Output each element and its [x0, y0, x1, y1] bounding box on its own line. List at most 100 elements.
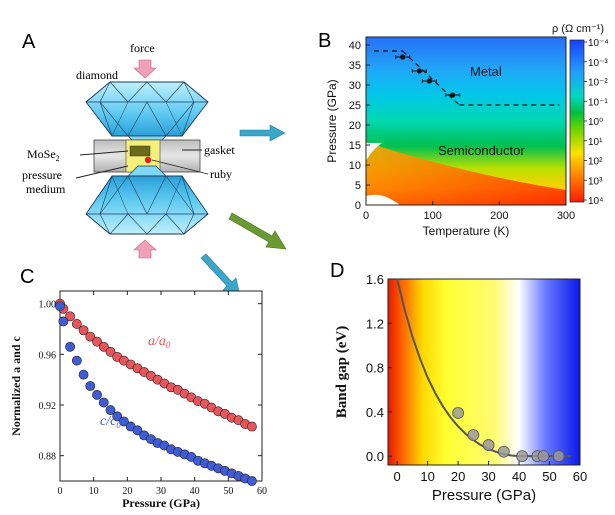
c-series-c [55, 301, 257, 486]
d-xtick-label: 0 [394, 469, 401, 484]
d-point [516, 450, 528, 463]
c-xtick-label: 20 [122, 486, 132, 497]
c-point [65, 341, 75, 352]
colorbar-tick-label: 10⁻² [588, 78, 608, 89]
d-point [482, 439, 495, 451]
b-ytick-label: 20 [349, 120, 361, 132]
c-point [58, 316, 69, 327]
c-point [105, 405, 116, 415]
b-ytick-label: 0 [355, 200, 361, 212]
d-points [452, 407, 565, 463]
b-point [400, 54, 406, 60]
mose2-sample [129, 145, 151, 157]
c-point [246, 421, 257, 432]
c-ytick-label: 1.00 [39, 300, 57, 311]
pressure-medium-label-line2: medium [26, 182, 66, 196]
c-point [85, 331, 96, 342]
heatmap-high-resistivity [366, 142, 566, 205]
d-axes: 0 10 20 30 40 50 60 0.0 0.4 0.8 1.2 1.6 Pressure (GP… [334, 272, 587, 504]
d-xtick-label: 60 [573, 469, 587, 484]
colorbar-tick-label: 10⁴ [588, 196, 603, 207]
colorbar-ticks: 10⁻⁴ 10⁻³ 10⁻² 10⁻¹ 10⁰ 10¹ 10² 10³ 10⁴ [584, 38, 609, 207]
c-ytick-label: 0.88 [39, 452, 57, 463]
ruby-label: ruby [210, 167, 232, 181]
c-xtick-label: 30 [156, 486, 166, 497]
d-ylabel: Band gap (eV) [334, 326, 350, 419]
c-point [92, 389, 102, 400]
panel-a: A force diamond [22, 31, 235, 259]
colorbar-tick-label: 10¹ [588, 137, 603, 148]
panel-a-letter: A [22, 31, 36, 53]
c-xtick-label: 60 [257, 486, 267, 497]
colorbar-tick-label: 10⁰ [588, 117, 603, 128]
pressure-medium-leader [75, 165, 129, 179]
c-ytick-label: 0.96 [39, 350, 57, 361]
d-point [452, 407, 464, 419]
b-xlabel: Temperature (K) [423, 224, 510, 238]
panel-d: D 0 10 20 30 40 50 60 0.0 0.4 0.8 1.2 1.6 Pressure (… [330, 260, 587, 504]
c-xtick-label: 50 [223, 486, 233, 497]
b-ytick-label: 30 [349, 80, 361, 92]
c-label-a: a/a0 [148, 334, 171, 350]
d-point [537, 450, 550, 463]
c-point [55, 301, 65, 312]
c-point [78, 369, 89, 380]
arrow-to-d [228, 212, 287, 250]
b-point [416, 68, 422, 74]
pressure-medium-label-line1: pressure [22, 168, 62, 182]
b-ytick-label: 25 [349, 100, 361, 112]
c-point [98, 341, 109, 352]
heatmap-blank-left [366, 143, 382, 205]
c-ylabel: Normalized a and c [9, 335, 23, 435]
b-point [426, 78, 432, 84]
colorbar-tick-label: 10² [588, 157, 603, 168]
diamond-top [85, 81, 209, 147]
c-point [78, 325, 89, 336]
metal-label: Metal [470, 64, 502, 79]
b-ytick-label: 10 [349, 160, 361, 172]
colorbar-tick-label: 10⁻¹ [588, 97, 608, 108]
c-point [246, 476, 257, 486]
b-xtick-label: 0 [363, 210, 369, 222]
b-ytick-label: 40 [349, 40, 361, 52]
force-arrow-top [133, 59, 157, 79]
d-ytick-label: 1.6 [366, 272, 384, 287]
heatmap-axes: 0 100 200 300 0 5 10 15 20 25 30 35 40 Temperature (K… [325, 40, 575, 238]
b-ytick-label: 5 [355, 180, 361, 192]
colorbar-tick-label: 10⁻³ [588, 58, 608, 69]
d-xtick-label: 50 [542, 469, 556, 484]
d-ytick-label: 1.2 [366, 316, 384, 331]
d-ytick-label: 0.4 [366, 405, 384, 420]
d-point [552, 450, 565, 463]
b-ylabel: Pressure (GPa) [325, 79, 339, 162]
boundary-points [395, 54, 461, 98]
panel-c-letter: C [20, 266, 34, 288]
arrow-to-b [239, 124, 286, 142]
d-xtick-label: 20 [451, 469, 465, 484]
d-xtick-label: 30 [481, 469, 495, 484]
heatmap-frame [365, 36, 567, 206]
b-ytick-label: 15 [349, 140, 361, 152]
boundary-dashed-transition [402, 50, 460, 106]
b-xtick-label: 100 [423, 210, 441, 222]
diamond-bottom [85, 165, 209, 235]
c-ytick-label: 0.92 [39, 401, 57, 412]
force-arrow-bottom [133, 239, 157, 259]
mose2-label: MoSe2 [27, 147, 60, 163]
c-xtick-label: 0 [58, 486, 63, 497]
d-ytick-label: 0.8 [366, 361, 384, 376]
d-spectrum-background [388, 279, 580, 465]
semiconductor-label: Semiconductor [438, 143, 525, 158]
b-point [450, 92, 456, 98]
d-point [497, 445, 510, 458]
mose2-leader [79, 150, 129, 156]
ruby-sphere [144, 156, 152, 164]
d-plot-frame [387, 278, 581, 466]
c-point [98, 397, 109, 408]
d-point [467, 429, 480, 442]
d-xlabel: Pressure (GPa) [432, 487, 536, 504]
d-xtick-label: 10 [420, 469, 434, 484]
arrow-to-c [200, 253, 241, 297]
